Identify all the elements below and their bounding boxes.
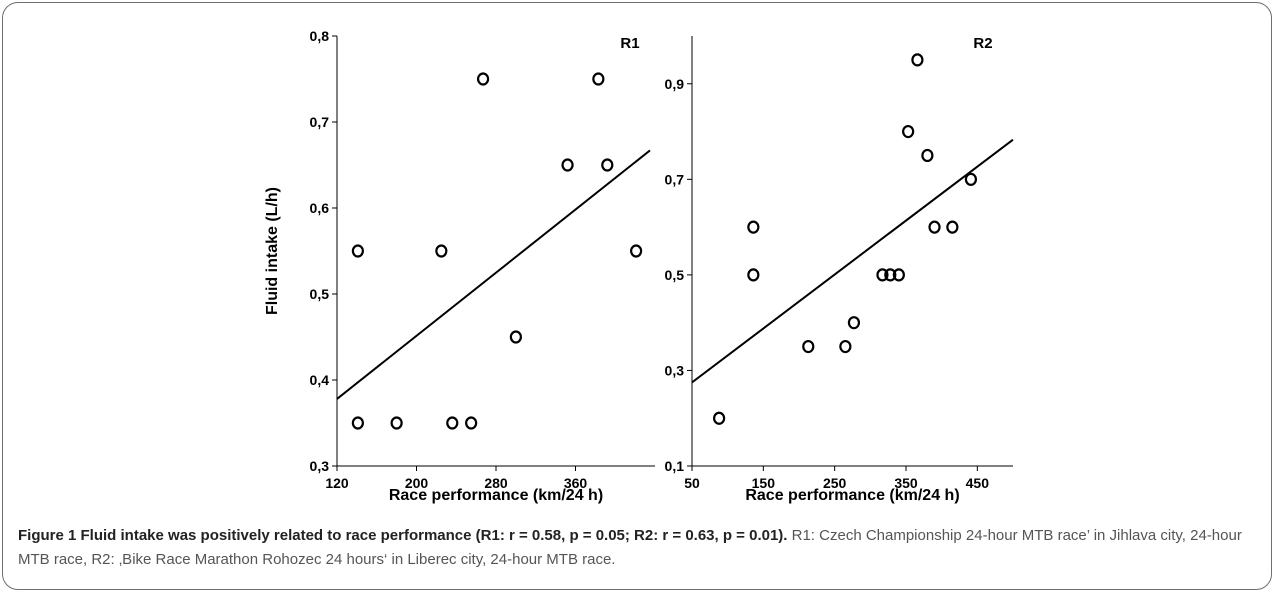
caption-text: R1: Czech Championship 24-hour MTB race’… [18, 527, 1242, 568]
r1-y-tick-label: 0,8 [310, 28, 330, 44]
r2-x-tick-label: 50 [684, 475, 700, 491]
r2-y-tick-label: 0,3 [665, 362, 685, 378]
r1-x-tick-label: 360 [564, 475, 588, 491]
r1-y-tick-label: 0,6 [310, 200, 330, 216]
r2-data-point [911, 53, 924, 67]
r2-data-point [928, 220, 941, 234]
r1-x-tick-label: 280 [484, 475, 508, 491]
r2-fit-line [691, 138, 1014, 384]
figure-frame [2, 2, 1272, 590]
r1-data-point [446, 416, 459, 430]
r1-y-tick-label: 0,4 [310, 372, 330, 388]
r1-data-point [509, 330, 522, 344]
r2-data-point [921, 148, 934, 163]
r2-data-point [892, 268, 905, 282]
r1-data-point [390, 416, 403, 430]
r1-data-point [630, 244, 643, 258]
r2-data-point [847, 316, 861, 330]
r1-y-tick-label: 0,5 [310, 286, 330, 302]
r2-y-tick-label: 0,5 [665, 267, 685, 283]
r1-x-tick-label: 200 [405, 475, 429, 491]
r2-data-point [902, 124, 915, 139]
caption-title: Figure 1 Fluid intake was positively rel… [18, 527, 788, 544]
r2-data-point [802, 339, 815, 354]
r1-y-axis-title: Fluid intake (L/h) [264, 187, 281, 315]
r2-data-point [747, 220, 760, 234]
r1-data-point [592, 72, 605, 86]
r2-data-point [876, 268, 889, 282]
r2-x-axis-title: Race performance (km/24 h) [745, 487, 959, 504]
r2-data-point [747, 268, 760, 282]
r2-data-point [964, 172, 978, 186]
figure-caption: Figure 1 Fluid intake was positively rel… [18, 524, 1258, 572]
r1-data-point [435, 244, 448, 258]
r1-data-point [351, 416, 364, 430]
r2-y-tick-label: 0,7 [665, 171, 685, 187]
r1-x-axis-title: Race performance (km/24 h) [389, 487, 603, 504]
r2-data-point [839, 339, 852, 354]
r1-y-tick-label: 0,7 [310, 114, 330, 130]
r2-x-tick-label: 250 [823, 475, 847, 491]
r2-y-tick-label: 0,1 [665, 458, 685, 474]
r1-data-point [601, 158, 614, 172]
r1-data-point [476, 72, 490, 86]
r2-x-tick-label: 450 [966, 475, 990, 491]
r1-fit-line [336, 149, 651, 400]
r1-data-point [351, 244, 364, 258]
r1-data-point [465, 416, 478, 430]
r2-data-point [884, 268, 897, 282]
r2-x-tick-label: 350 [894, 475, 918, 491]
r1-panel-label: R1 [620, 35, 639, 52]
r1-x-tick-label: 120 [325, 475, 349, 491]
r2-panel-label: R2 [973, 35, 992, 52]
r2-x-tick-label: 150 [752, 475, 776, 491]
r2-data-point [713, 411, 726, 425]
r2-y-tick-label: 0,9 [665, 76, 685, 92]
r1-y-tick-label: 0,3 [310, 458, 330, 474]
r1-data-point [561, 158, 574, 172]
r2-data-point [946, 220, 959, 234]
